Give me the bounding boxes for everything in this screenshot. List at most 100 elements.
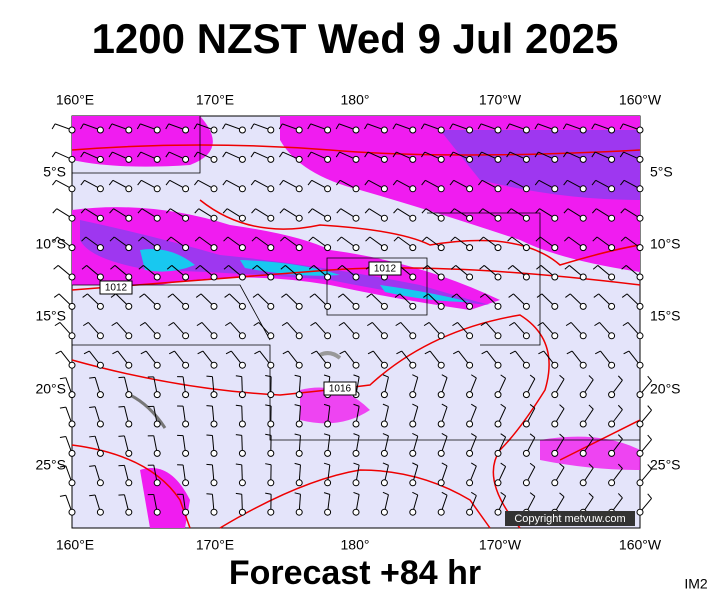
barb-station (438, 509, 444, 515)
contour-label: 1012 (374, 264, 397, 275)
barb-station (580, 127, 586, 133)
barb-station (325, 127, 331, 133)
barb-station (381, 421, 387, 427)
barb-station (381, 245, 387, 251)
barb-station (467, 215, 473, 221)
barb-station (296, 333, 302, 339)
barb-station (154, 303, 160, 309)
barb-station (495, 333, 501, 339)
barb-station (467, 362, 473, 368)
lon-label: 170°W (479, 537, 522, 553)
barb-station (268, 450, 274, 456)
barb-station (268, 509, 274, 515)
barb-station (69, 421, 75, 427)
barb-station (97, 333, 103, 339)
barb-station (126, 303, 132, 309)
barb-station (580, 450, 586, 456)
barb-station (353, 333, 359, 339)
barb-station (438, 480, 444, 486)
barb-station (495, 127, 501, 133)
barb-station (97, 480, 103, 486)
barb-station (580, 362, 586, 368)
barb-station (69, 450, 75, 456)
barb-station (211, 450, 217, 456)
barb-station (438, 333, 444, 339)
barb-station (467, 303, 473, 309)
barb-station (126, 480, 132, 486)
barb-station (239, 392, 245, 398)
barb-station (523, 303, 529, 309)
lat-label: 5°S (650, 164, 673, 180)
barb-station (580, 215, 586, 221)
barb-station (523, 480, 529, 486)
barb-station (296, 127, 302, 133)
barb-station (609, 127, 615, 133)
barb-station (296, 186, 302, 192)
barb-station (154, 509, 160, 515)
barb-flag (206, 406, 212, 407)
barb-station (211, 509, 217, 515)
barb-station (97, 215, 103, 221)
barb-station (552, 450, 558, 456)
lon-label: 170°W (479, 92, 522, 108)
barb-station (239, 421, 245, 427)
barb-station (637, 156, 643, 162)
lat-label: 15°S (650, 308, 681, 324)
barb-station (353, 362, 359, 368)
barb-station (467, 245, 473, 251)
barb-station (268, 392, 274, 398)
barb-station (325, 362, 331, 368)
barb-station (239, 333, 245, 339)
barb-station (609, 480, 615, 486)
barb-station (637, 480, 643, 486)
barb-station (296, 215, 302, 221)
credit: IM2 (684, 576, 708, 592)
barb-station (552, 127, 558, 133)
barb-station (467, 509, 473, 515)
barb-station (211, 274, 217, 280)
barb-station (523, 245, 529, 251)
barb-station (381, 127, 387, 133)
barb-station (325, 509, 331, 515)
barb-station (523, 215, 529, 221)
barb-station (268, 186, 274, 192)
barb-station (609, 274, 615, 280)
barb-station (239, 450, 245, 456)
barb-station (580, 392, 586, 398)
barb-station (552, 421, 558, 427)
barb-station (211, 186, 217, 192)
barb-flag (60, 407, 66, 408)
barb-station (552, 392, 558, 398)
barb-station (381, 362, 387, 368)
barb-station (410, 450, 416, 456)
barb-flag (206, 494, 212, 495)
barb-station (353, 509, 359, 515)
barb-station (552, 274, 558, 280)
contour-label: 1016 (329, 384, 352, 395)
barb-station (268, 362, 274, 368)
barb-station (637, 127, 643, 133)
barb-station (154, 186, 160, 192)
barb-station (211, 303, 217, 309)
barb-station (268, 274, 274, 280)
barb-station (609, 215, 615, 221)
barb-station (211, 156, 217, 162)
barb-station (325, 480, 331, 486)
barb-station (410, 421, 416, 427)
barb-station (467, 186, 473, 192)
barb-station (495, 303, 501, 309)
barb-station (126, 392, 132, 398)
lon-label: 180° (341, 92, 370, 108)
barb-station (609, 156, 615, 162)
barb-station (268, 127, 274, 133)
barb-flag (54, 294, 59, 298)
barb-station (183, 186, 189, 192)
barb-station (438, 186, 444, 192)
barb-station (325, 186, 331, 192)
barb-station (69, 156, 75, 162)
barb-station (637, 392, 643, 398)
barb-station (580, 333, 586, 339)
barb-station (410, 215, 416, 221)
barb-station (467, 156, 473, 162)
barb-station (154, 127, 160, 133)
